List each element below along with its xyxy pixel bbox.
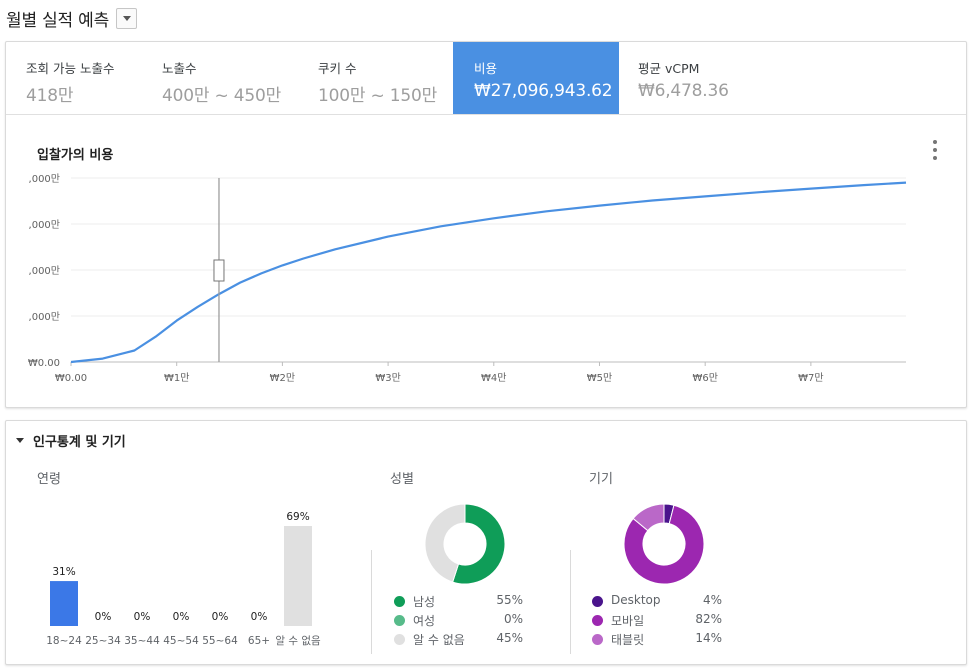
x-tick-label: ₩3만 <box>375 372 400 384</box>
series-line <box>70 181 907 364</box>
bid-marker-handle[interactable] <box>213 259 225 282</box>
age-value-label: 0% <box>134 611 151 623</box>
legend-label: 여성 <box>413 614 436 628</box>
page-title: 월별 실적 예측 <box>6 10 110 31</box>
legend-value: 4% <box>702 593 722 607</box>
legend-value: 55% <box>496 593 523 607</box>
gender-slice <box>424 503 466 583</box>
demographics-card: 인구통계 및 기기 연령 성별 기기 31% 18~24 0% 25~34 0% 35~4… <box>5 420 967 665</box>
metric-cost[interactable]: 비용 ₩27,096,943.62 <box>453 42 619 114</box>
forecast-card: 조회 가능 노출수 418만 노출수 400만 ~ 450만 쿠키 수 100만… <box>5 41 967 408</box>
age-category-label: 55~64 <box>202 635 238 647</box>
legend-label: 알 수 없음 <box>413 633 465 647</box>
chart-title: 입찰가의 비용 <box>37 148 114 163</box>
legend-value: 82% <box>695 612 722 626</box>
device-legend: Desktop 4% 모바일 82% 태블릿 14% <box>592 593 722 650</box>
legend-row: Desktop 4% <box>592 593 722 612</box>
demographics-section-toggle[interactable]: 인구통계 및 기기 <box>16 431 126 450</box>
metric-cookies[interactable]: 쿠키 수 100만 ~ 150만 <box>299 42 453 114</box>
metric-available-impressions[interactable]: 조회 가능 노출수 418만 <box>6 42 146 114</box>
legend-swatch <box>394 596 405 607</box>
age-value-label: 0% <box>173 611 190 623</box>
age-category-label: 65+ <box>248 635 270 647</box>
age-value-label: 0% <box>95 611 112 623</box>
x-tick-label: ₩6만 <box>692 372 717 384</box>
gender-donut-chart <box>424 503 705 585</box>
legend-label: 모바일 <box>611 614 645 628</box>
age-category-label: 25~34 <box>85 635 121 647</box>
age-bar <box>284 526 312 626</box>
legend-row: 모바일 82% <box>592 612 722 631</box>
x-tick-label: ₩4만 <box>481 372 506 384</box>
legend-swatch <box>394 634 405 645</box>
legend-swatch <box>592 615 603 626</box>
metric-value: ₩27,096,943.62 <box>474 81 613 101</box>
device-title: 기기 <box>589 472 613 487</box>
divider <box>570 550 571 654</box>
gender-title: 성별 <box>390 472 414 487</box>
legend-swatch <box>592 596 603 607</box>
divider <box>371 550 372 654</box>
device-slice <box>632 503 665 532</box>
legend-row: 남성 55% <box>394 593 523 612</box>
metric-label: 비용 <box>474 61 498 76</box>
age-value-label: 0% <box>212 611 229 623</box>
y-tick-label: ,000만 <box>29 173 60 185</box>
title-dropdown-button[interactable] <box>116 7 138 29</box>
age-bar <box>50 581 78 626</box>
legend-row: 태블릿 14% <box>592 631 722 650</box>
page-header: 월별 실적 예측 <box>6 6 138 31</box>
metric-value: 100만 ~ 150만 <box>318 86 438 106</box>
metric-label: 쿠키 수 <box>318 61 357 76</box>
cost-chart[interactable]: ₩0.00 ,000만 ,000만 ,000만 ,000만 ₩0.00 ₩1만 ₩2만 ₩3만 ₩… <box>6 42 966 407</box>
more-vert-icon[interactable] <box>932 140 938 160</box>
y-tick-label: ₩0.00 <box>28 358 60 369</box>
metric-value: ₩6,478.36 <box>638 81 729 101</box>
age-chart: 31% 18~24 0% 25~34 0% 35~44 0% 45~54 0% 55~64 0% 65… <box>46 511 321 647</box>
x-tick-label: ₩0.00 <box>55 373 87 384</box>
x-tick-label: ₩2만 <box>270 372 295 384</box>
metric-impressions[interactable]: 노출수 400만 ~ 450만 <box>146 42 299 114</box>
device-slice <box>623 504 705 585</box>
metric-value: 400만 ~ 450만 <box>162 86 282 106</box>
legend-swatch <box>592 634 603 645</box>
legend-value: 14% <box>695 631 722 645</box>
age-category-label: 35~44 <box>124 635 160 647</box>
metric-label: 조회 가능 노출수 <box>26 61 115 76</box>
age-value-label: 31% <box>52 566 75 578</box>
metric-avg-vcpm[interactable]: 평균 vCPM ₩6,478.36 <box>619 42 759 114</box>
section-title: 인구통계 및 기기 <box>33 435 126 450</box>
age-category-label: 18~24 <box>46 635 82 647</box>
legend-label: 태블릿 <box>611 633 645 647</box>
x-tick-label: ₩5만 <box>587 372 612 384</box>
age-title: 연령 <box>37 472 61 487</box>
age-category-label: 45~54 <box>163 635 199 647</box>
y-tick-label: ,000만 <box>29 219 60 231</box>
y-tick-label: ,000만 <box>29 311 60 323</box>
legend-row: 알 수 없음 45% <box>394 631 523 650</box>
expand-caret-icon <box>16 438 24 443</box>
metric-label: 평균 vCPM <box>638 61 700 76</box>
x-tick-label: ₩1만 <box>164 372 189 384</box>
metric-value: 418만 <box>26 86 74 106</box>
legend-value: 45% <box>496 631 523 645</box>
legend-value: 0% <box>503 612 523 626</box>
gender-legend: 남성 55% 여성 0% 알 수 없음 45% <box>394 593 523 650</box>
chevron-down-icon <box>122 15 131 21</box>
y-tick-label: ,000만 <box>29 265 60 277</box>
age-category-label: 알 수 없음 <box>275 634 321 647</box>
legend-label: Desktop <box>611 593 661 607</box>
metric-label: 노출수 <box>162 61 197 76</box>
legend-row: 여성 0% <box>394 612 523 631</box>
metrics-bar: 조회 가능 노출수 418만 노출수 400만 ~ 450만 쿠키 수 100만… <box>6 42 966 115</box>
age-value-label: 69% <box>286 511 309 523</box>
legend-swatch <box>394 615 405 626</box>
gender-slice <box>452 503 506 585</box>
age-value-label: 0% <box>251 611 268 623</box>
x-tick-label: ₩7만 <box>798 372 823 384</box>
legend-label: 남성 <box>413 595 436 609</box>
